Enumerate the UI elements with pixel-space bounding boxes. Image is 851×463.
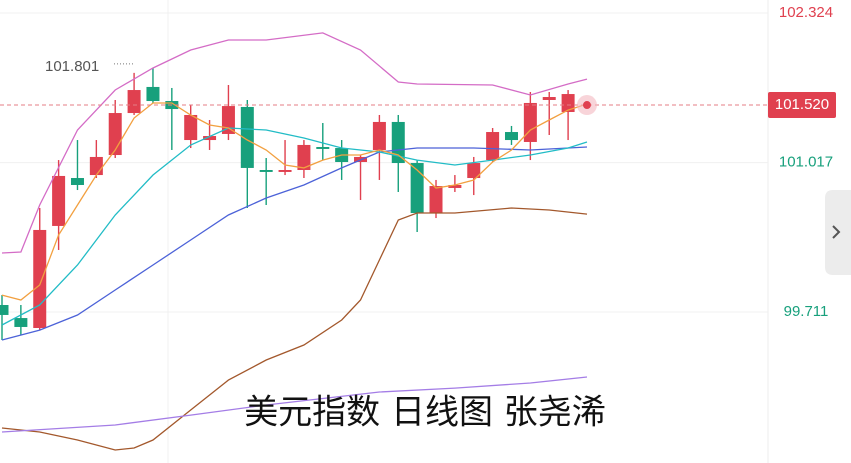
candle-body <box>0 305 9 315</box>
indicator-line <box>1 376 588 433</box>
candle-body <box>146 86 160 102</box>
candle-body <box>33 229 47 329</box>
last-price-box <box>768 92 836 119</box>
candle-body <box>372 121 386 150</box>
candle-body <box>561 94 575 113</box>
indicator-line <box>1 207 588 451</box>
candle-body <box>486 132 500 161</box>
candle-body <box>410 163 424 214</box>
indicator-line <box>1 102 588 301</box>
candle-body <box>542 97 556 100</box>
chart-title: 美元指数 日线图 张尧浠 <box>244 393 606 433</box>
candle-body <box>448 184 462 188</box>
plot-area: 99.711 101.017 102.324 101.801 101.520 <box>0 4 836 451</box>
y-tick-label: 99.711 <box>784 303 829 320</box>
indicator-line <box>1 127 588 326</box>
candle-body <box>14 318 28 327</box>
candle-body <box>297 144 311 171</box>
candle-body <box>184 114 198 141</box>
candle-body <box>504 132 518 141</box>
candle-body <box>89 156 103 176</box>
candle-body <box>259 170 273 172</box>
last-price-dot <box>582 101 591 110</box>
candle-body <box>240 106 254 168</box>
candle-body <box>523 102 537 142</box>
candle-body <box>278 170 292 172</box>
candle-body <box>467 163 481 179</box>
candle-body <box>70 178 84 185</box>
indicator-line <box>1 146 588 341</box>
candle-body <box>127 90 141 114</box>
y-tick-label: 101.017 <box>779 154 833 171</box>
last-price-label: 101.520 <box>775 96 829 113</box>
candle-body <box>52 175 66 226</box>
chevron-icon[interactable] <box>832 225 841 239</box>
candle-body <box>203 136 217 141</box>
candle-body <box>391 121 405 164</box>
y-tick-label: 102.324 <box>779 4 833 21</box>
candle-body <box>429 186 443 214</box>
high-annotation: 101.801 <box>45 58 99 75</box>
candle-body <box>316 147 330 149</box>
indicator-line <box>1 32 588 254</box>
side-tab[interactable] <box>825 190 851 275</box>
